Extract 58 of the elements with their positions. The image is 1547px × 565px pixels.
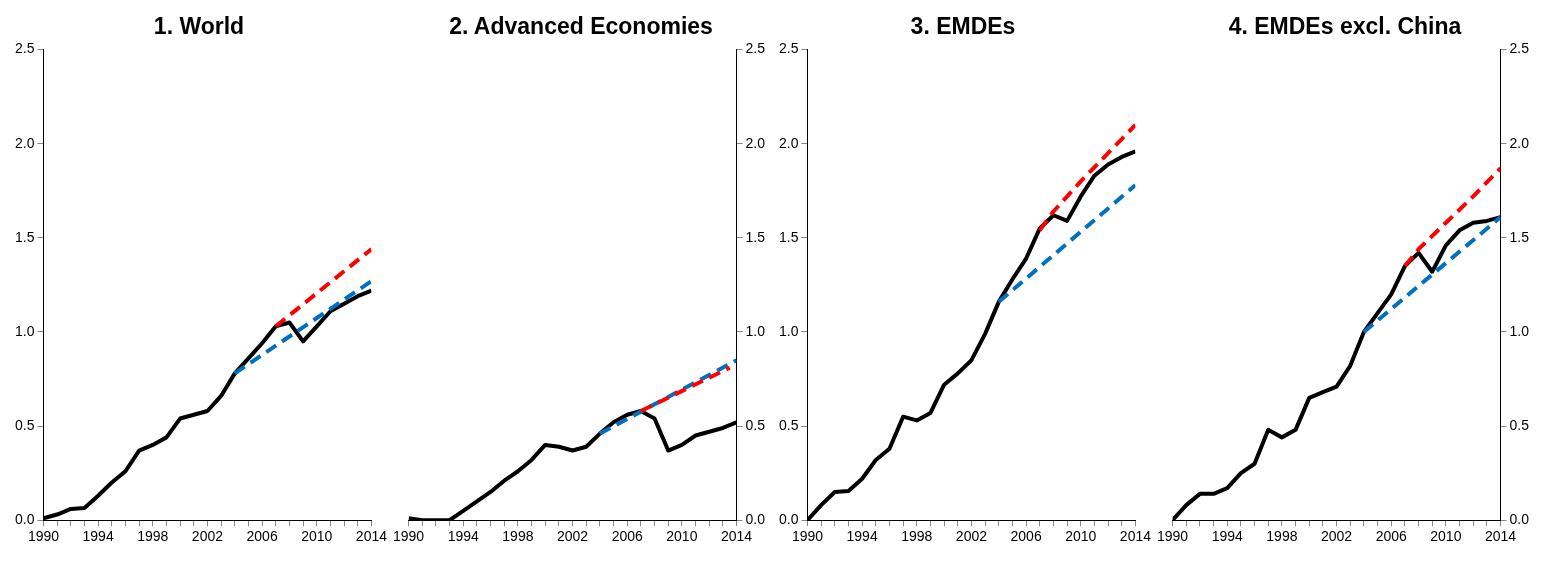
x-tick-label: 2014	[1119, 528, 1152, 545]
x-tick-label: 2006	[1010, 528, 1042, 545]
chart-title: 4. EMDEs excl. China	[1228, 13, 1462, 40]
x-tick-label: 2002	[191, 528, 224, 545]
chart-title: 3. EMDEs	[910, 13, 1016, 40]
y2-tick-label: 2.0	[1509, 134, 1530, 151]
y2-tick-label: 1.5	[745, 228, 766, 245]
x-tick-label: 2014	[355, 528, 388, 545]
y2-tick-label: 2.5	[745, 40, 766, 57]
x-tick-label: 2002	[1320, 528, 1353, 545]
y2-tick-label: 1.0	[1509, 322, 1530, 339]
y2-tick-label: 0.0	[745, 511, 766, 528]
chart-title: 2. Advanced Economies	[449, 13, 713, 40]
x-tick-label: 1990	[791, 528, 824, 545]
x-tick-label: 2010	[1065, 528, 1097, 545]
x-tick-label: 1998	[502, 528, 534, 545]
x-tick-label: 2002	[556, 528, 589, 545]
x-tick-label: 1990	[1156, 528, 1189, 545]
x-tick-label: 1998	[137, 528, 169, 545]
y2-tick-label: 0.5	[745, 416, 766, 433]
x-tick-label: 1998	[901, 528, 933, 545]
x-tick-label: 2006	[1375, 528, 1407, 545]
x-tick-label: 2006	[246, 528, 278, 545]
x-tick-label: 1994	[447, 528, 480, 545]
x-tick-label: 2010	[1430, 528, 1462, 545]
y2-tick-label: 2.5	[1509, 40, 1530, 57]
x-tick-label: 1994	[82, 528, 114, 545]
line-series	[1402, 166, 1501, 269]
x-tick-label: 2014	[720, 528, 753, 545]
y-tick-label: 1.5	[14, 228, 35, 245]
y-tick-label: 2.5	[778, 40, 799, 57]
x-tick-label: 1994	[1211, 528, 1244, 545]
y-tick-label: 1.0	[14, 322, 35, 339]
y2-tick-label: 0.0	[1509, 511, 1530, 528]
x-tick-label: 2006	[611, 528, 643, 545]
y-tick-label: 0.0	[778, 511, 799, 528]
line-series	[1037, 122, 1136, 233]
y-tick-label: 1.5	[778, 228, 799, 245]
x-tick-label: 1990	[392, 528, 425, 545]
y-tick-label: 1.0	[778, 322, 799, 339]
x-tick-label: 1990	[27, 528, 60, 545]
y2-tick-label: 0.5	[1509, 416, 1530, 433]
y2-tick-label: 1.5	[1509, 228, 1530, 245]
x-tick-label: 1998	[1266, 528, 1298, 545]
y-tick-label: 0.5	[14, 416, 35, 433]
y-tick-label: 2.5	[14, 40, 35, 57]
y-tick-label: 2.0	[778, 134, 799, 151]
y2-tick-label: 1.0	[745, 322, 766, 339]
chart-title: 1. World	[153, 13, 245, 40]
y-tick-label: 2.0	[14, 134, 35, 151]
y-tick-label: 0.5	[778, 416, 799, 433]
x-tick-label: 2010	[666, 528, 698, 545]
y-tick-label: 0.0	[14, 511, 35, 528]
x-tick-label: 1994	[846, 528, 878, 545]
x-tick-label: 2014	[1484, 528, 1517, 545]
y2-tick-label: 2.0	[745, 134, 766, 151]
x-tick-label: 2010	[301, 528, 333, 545]
x-tick-label: 2002	[955, 528, 988, 545]
